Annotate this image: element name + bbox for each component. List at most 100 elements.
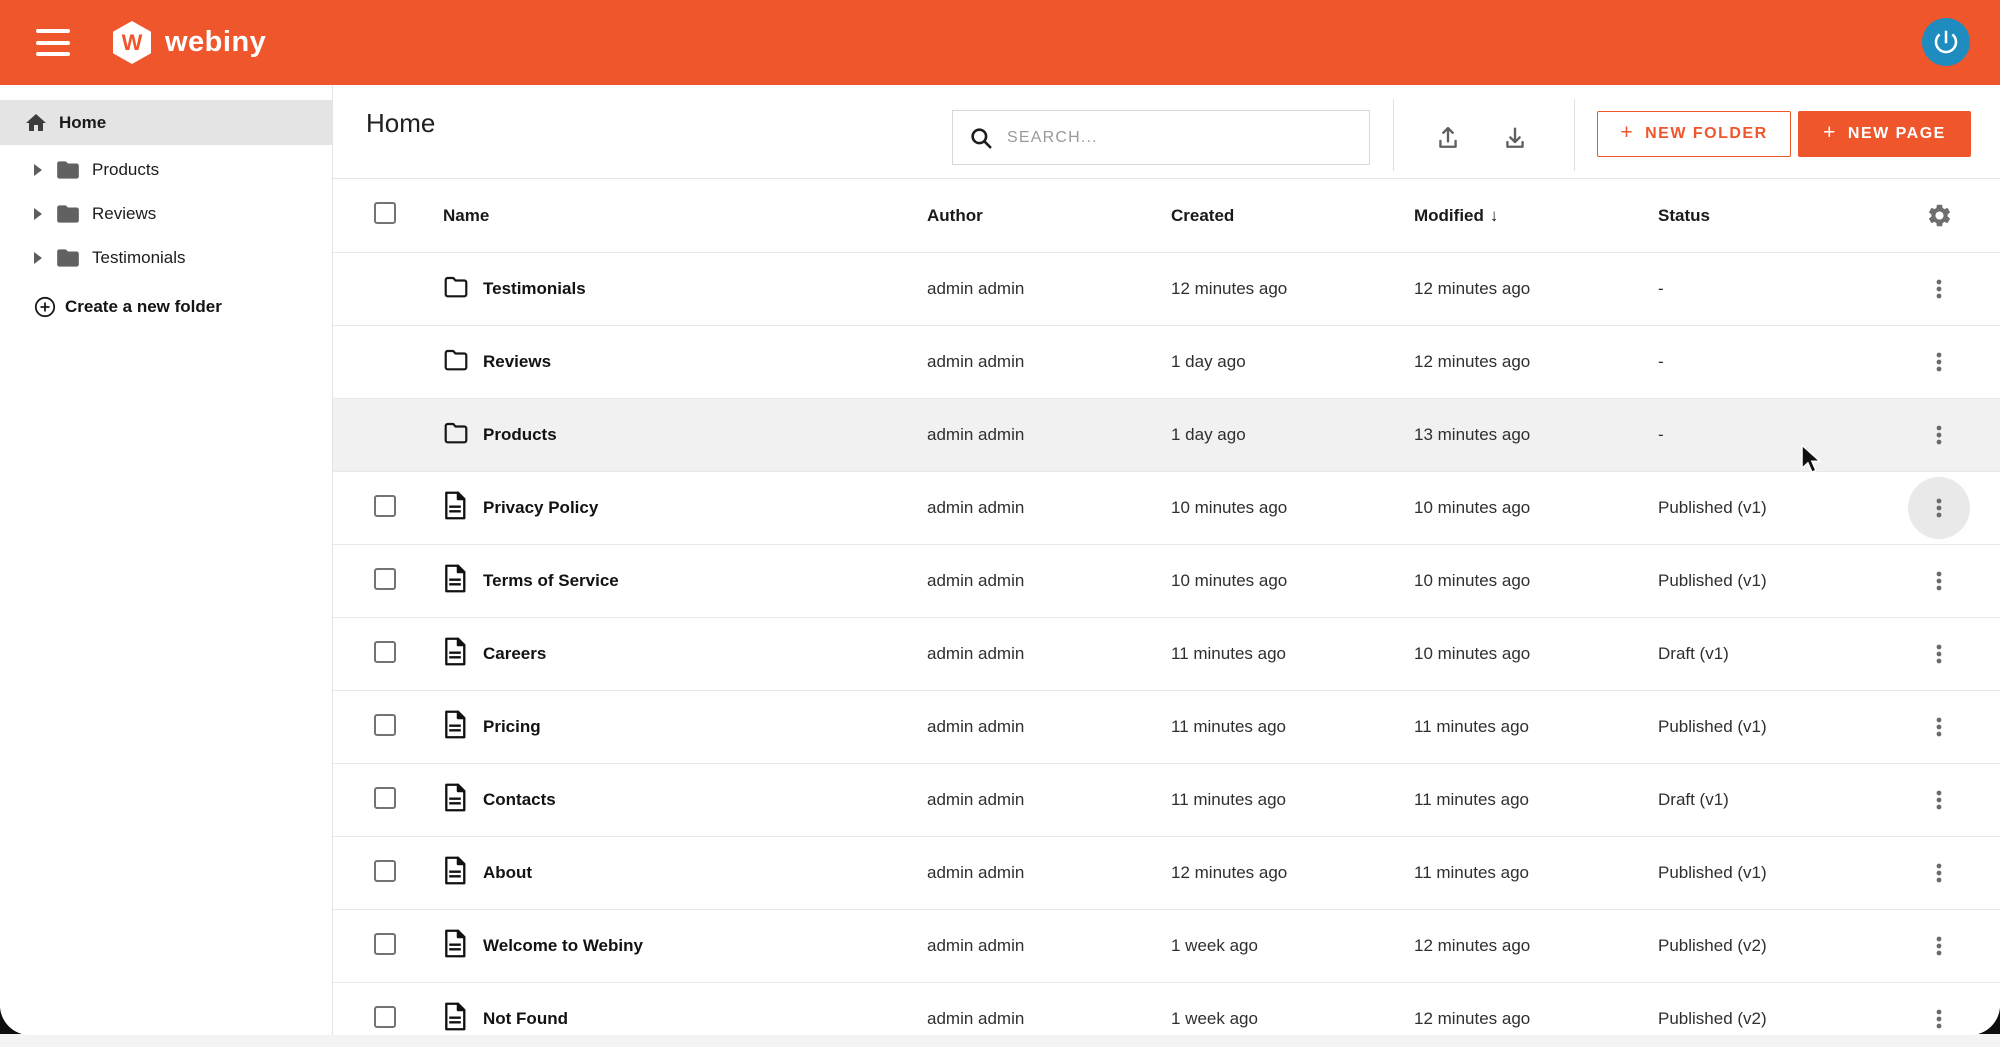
table-row[interactable]: Welcome to Webiny admin admin 1 week ago… xyxy=(333,910,2000,983)
row-actions-button[interactable] xyxy=(1908,258,1970,320)
row-name[interactable]: Privacy Policy xyxy=(483,498,599,517)
row-checkbox[interactable] xyxy=(374,932,396,955)
new-folder-button[interactable]: + NEW FOLDER xyxy=(1597,111,1791,157)
table-row[interactable]: Terms of Service admin admin 10 minutes … xyxy=(333,545,2000,618)
row-type-icon xyxy=(443,275,483,304)
row-author: admin admin xyxy=(927,425,1025,444)
column-header-status[interactable]: Status xyxy=(1658,205,1710,225)
row-author: admin admin xyxy=(927,644,1025,663)
column-header-author[interactable]: Author xyxy=(927,205,983,225)
document-icon xyxy=(445,564,466,593)
row-modified: 12 minutes ago xyxy=(1414,936,1531,955)
row-actions-button[interactable] xyxy=(1908,915,1970,977)
table-row[interactable]: Reviews admin admin 1 day ago 12 minutes… xyxy=(333,326,2000,399)
new-page-button[interactable]: + NEW PAGE xyxy=(1798,111,1971,157)
row-name[interactable]: Pricing xyxy=(483,717,541,736)
chevron-right-icon xyxy=(34,252,42,264)
search-input[interactable] xyxy=(1007,128,1361,147)
row-created: 10 minutes ago xyxy=(1171,571,1288,590)
document-icon xyxy=(445,637,466,666)
sidebar-folder-label: Products xyxy=(92,160,160,179)
sort-desc-icon: ↓ xyxy=(1489,205,1499,225)
upload-icon xyxy=(1439,126,1457,148)
document-icon xyxy=(445,1002,466,1031)
toolbar-divider xyxy=(1393,99,1394,171)
row-status: Draft (v1) xyxy=(1658,790,1729,809)
row-name[interactable]: Not Found xyxy=(483,1009,568,1028)
table-row[interactable]: Careers admin admin 11 minutes ago 10 mi… xyxy=(333,618,2000,691)
table-row[interactable]: Pricing admin admin 11 minutes ago 11 mi… xyxy=(333,691,2000,764)
table-row[interactable]: About admin admin 12 minutes ago 11 minu… xyxy=(333,837,2000,910)
table-row[interactable]: Privacy Policy admin admin 10 minutes ag… xyxy=(333,472,2000,545)
sidebar-tree-folder[interactable]: Testimonials xyxy=(0,236,333,280)
main-content: Home + NEW FOLDER + NEW PAGE xyxy=(333,85,2000,1035)
import-pages-button[interactable] xyxy=(1428,120,1468,156)
table-settings-button[interactable] xyxy=(1908,185,1970,247)
row-status: Published (v1) xyxy=(1658,863,1767,882)
row-checkbox[interactable] xyxy=(374,859,396,882)
row-name[interactable]: Products xyxy=(483,425,557,444)
row-checkbox[interactable] xyxy=(374,567,396,590)
row-name[interactable]: Careers xyxy=(483,644,547,663)
row-created: 1 day ago xyxy=(1171,425,1246,444)
column-header-modified[interactable]: Modified ↓ xyxy=(1414,205,1499,225)
row-checkbox[interactable] xyxy=(374,1005,396,1028)
row-checkbox[interactable] xyxy=(374,494,396,517)
row-name[interactable]: Testimonials xyxy=(483,279,586,298)
sidebar-home-label: Home xyxy=(59,112,107,132)
row-author: admin admin xyxy=(927,279,1025,298)
export-pages-button[interactable] xyxy=(1495,120,1535,156)
folder-filled-icon xyxy=(57,205,79,223)
row-status: - xyxy=(1658,279,1664,298)
row-checkbox[interactable] xyxy=(374,786,396,809)
row-type-icon xyxy=(443,783,483,817)
select-all-checkbox[interactable] xyxy=(374,202,396,224)
document-icon xyxy=(445,929,466,958)
user-avatar[interactable] xyxy=(1922,18,1970,66)
document-icon xyxy=(445,856,466,885)
new-page-label: NEW PAGE xyxy=(1847,125,1946,142)
table-row[interactable]: Products admin admin 1 day ago 13 minute… xyxy=(333,399,2000,472)
table-row[interactable]: Not Found admin admin 1 week ago 12 minu… xyxy=(333,983,2000,1035)
sidebar-item-home[interactable]: Home xyxy=(0,100,333,145)
row-actions-button[interactable] xyxy=(1908,331,1970,393)
home-icon xyxy=(26,113,46,131)
create-new-folder-button[interactable]: Create a new folder xyxy=(0,285,333,329)
table-header-row: Name Author Created Modified ↓ Status xyxy=(333,178,2000,253)
sidebar-tree-folder[interactable]: Reviews xyxy=(0,192,333,236)
plus-icon: + xyxy=(1823,121,1837,144)
row-actions-button[interactable] xyxy=(1908,696,1970,758)
row-actions-button[interactable] xyxy=(1908,988,1970,1035)
row-actions-button[interactable] xyxy=(1908,842,1970,904)
row-checkbox[interactable] xyxy=(374,640,396,663)
row-name[interactable]: Contacts xyxy=(483,790,556,809)
column-header-name[interactable]: Name xyxy=(443,205,490,225)
hamburger-menu-icon[interactable] xyxy=(36,29,70,56)
folder-outline-icon xyxy=(444,276,468,297)
brand-wordmark: webiny xyxy=(165,26,267,58)
row-created: 12 minutes ago xyxy=(1171,863,1288,882)
row-actions-button[interactable] xyxy=(1908,623,1970,685)
toolbar-divider xyxy=(1574,99,1575,171)
row-author: admin admin xyxy=(927,863,1025,882)
create-folder-label: Create a new folder xyxy=(65,297,222,316)
row-checkbox[interactable] xyxy=(374,713,396,736)
row-type-icon xyxy=(443,637,483,671)
row-actions-button[interactable] xyxy=(1908,769,1970,831)
table-row[interactable]: Testimonials admin admin 12 minutes ago … xyxy=(333,253,2000,326)
webiny-logo[interactable]: W webiny xyxy=(113,21,266,64)
row-author: admin admin xyxy=(927,498,1025,517)
row-name[interactable]: Terms of Service xyxy=(483,571,619,590)
row-actions-button[interactable] xyxy=(1908,404,1970,466)
kebab-menu-icon xyxy=(1936,425,1942,445)
row-actions-button[interactable] xyxy=(1908,550,1970,612)
table-row[interactable]: Contacts admin admin 11 minutes ago 11 m… xyxy=(333,764,2000,837)
sidebar-tree-folder[interactable]: Products xyxy=(0,148,333,192)
row-actions-button[interactable] xyxy=(1908,477,1970,539)
row-name[interactable]: Welcome to Webiny xyxy=(483,936,643,955)
kebab-menu-icon xyxy=(1936,352,1942,372)
row-created: 11 minutes ago xyxy=(1171,717,1286,736)
row-name[interactable]: About xyxy=(483,863,533,882)
row-name[interactable]: Reviews xyxy=(483,352,552,371)
column-header-created[interactable]: Created xyxy=(1171,205,1235,225)
